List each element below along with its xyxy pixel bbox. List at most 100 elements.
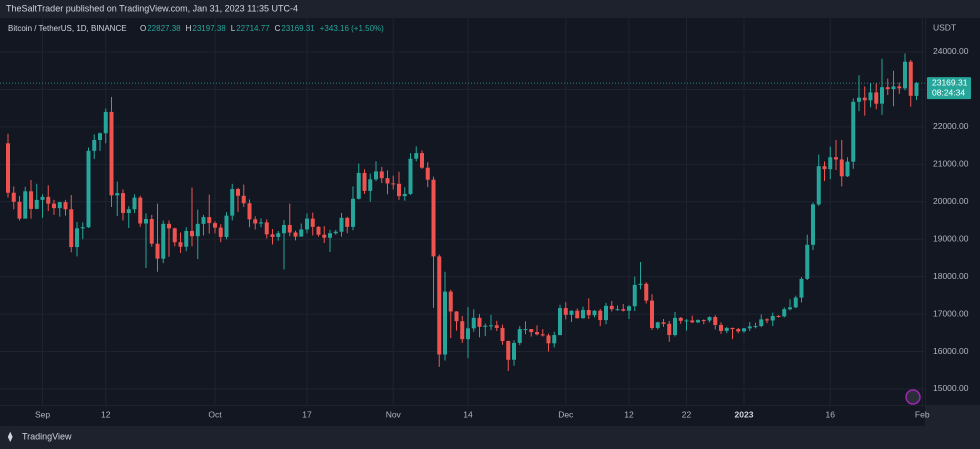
flag-icon[interactable] (905, 389, 921, 405)
candle-body (523, 329, 528, 331)
candle-body (92, 139, 97, 151)
last-price-box (927, 77, 971, 100)
candle-body (213, 223, 217, 228)
candle-body (908, 61, 913, 96)
candle-body (356, 172, 361, 199)
candle-body (724, 327, 729, 331)
candle-body (236, 189, 240, 196)
candle-body (540, 334, 545, 336)
candle-body (138, 197, 143, 224)
candle-body (517, 329, 522, 343)
candle-body (673, 317, 677, 336)
candle-body (753, 326, 758, 328)
candle-body (655, 322, 660, 328)
candle-body (615, 309, 620, 311)
candle-body (736, 329, 741, 332)
candle-body (506, 341, 511, 360)
ohlc-value: 23197.38 (192, 24, 226, 33)
ohlc-key: O (140, 24, 146, 33)
change-label: +343.16 (+1.50%) (320, 24, 384, 33)
candle-body (713, 317, 718, 325)
x-tick-label: 22 (682, 409, 692, 419)
candle-body (563, 308, 568, 315)
candle-body (121, 193, 125, 213)
ohlc-value: 22714.77 (236, 24, 270, 33)
candle-body (218, 227, 223, 237)
candle-body (494, 325, 499, 328)
candle-body (471, 317, 476, 329)
candle-body (454, 311, 459, 322)
candle-body (149, 218, 154, 244)
candle-body (638, 283, 643, 285)
candle-body (903, 61, 907, 89)
candle-body (178, 242, 183, 247)
candle-body (408, 158, 413, 194)
candle-body (17, 201, 22, 219)
candle-body (443, 291, 447, 355)
candle-body (414, 153, 419, 159)
candle-body (512, 342, 516, 360)
candle-body (799, 278, 804, 298)
candle-body (293, 232, 298, 237)
candle-body (230, 189, 235, 216)
candle-body (80, 227, 85, 229)
candle-body (644, 283, 649, 301)
y-tick-label: 18000.00 (933, 271, 969, 281)
candle-body (874, 92, 879, 104)
candle-body (765, 319, 769, 321)
candle-body (466, 328, 470, 340)
candle-body (880, 87, 884, 104)
candle-body (696, 320, 700, 323)
candle-body (776, 315, 781, 317)
candle-body (782, 309, 787, 317)
candle-body (29, 191, 33, 209)
candle-body (63, 202, 68, 210)
ohlc-key: L (231, 24, 236, 33)
candle-body (581, 309, 585, 319)
last-price-label: 23169.31 (932, 77, 968, 87)
candle-body (305, 218, 309, 230)
candle-body (322, 234, 327, 238)
symbol-title: Bitcoin / TetherUS, 1D, BINANCE (8, 24, 127, 33)
y-tick-label: 20000.00 (933, 196, 969, 206)
candle-body (609, 305, 614, 310)
x-tick-label: 14 (463, 409, 473, 419)
candle-body (172, 228, 177, 243)
x-tick-label: Feb (915, 409, 930, 419)
candle-body (529, 329, 534, 333)
y-tick-label: 21000.00 (933, 159, 969, 169)
candle-body (282, 224, 286, 234)
candle-body (742, 328, 746, 332)
candle-body (46, 196, 51, 204)
candle-body (310, 218, 315, 227)
candle-body (868, 92, 873, 101)
candle-body (598, 310, 603, 321)
ohlc-key: H (186, 24, 192, 33)
candle-body (23, 191, 28, 219)
candle-body (811, 204, 815, 245)
candle-body (339, 217, 344, 232)
ohlc-value: 22827.38 (147, 24, 181, 33)
x-tick-label: 2023 (735, 409, 754, 419)
y-tick-label: 16000.00 (933, 346, 969, 356)
candle-body (885, 87, 890, 90)
x-tick-label: Sep (35, 409, 50, 419)
candles (0, 53, 925, 372)
candle-body (690, 320, 695, 323)
candle-body (385, 178, 390, 184)
candle-body (98, 133, 102, 140)
candle-body (86, 150, 91, 228)
candle-body (569, 310, 574, 315)
candle-body (379, 171, 384, 179)
candle-body (52, 203, 56, 209)
candle-body (247, 203, 252, 220)
candle-body (828, 157, 833, 170)
ohlc-value: 23169.31 (281, 24, 315, 33)
y-tick-label: 22000.00 (933, 121, 969, 131)
x-tick-label: Dec (558, 409, 574, 419)
candle-body (333, 231, 338, 234)
candle-body (586, 309, 591, 316)
candle-body (558, 308, 562, 336)
candle-body (552, 335, 557, 344)
